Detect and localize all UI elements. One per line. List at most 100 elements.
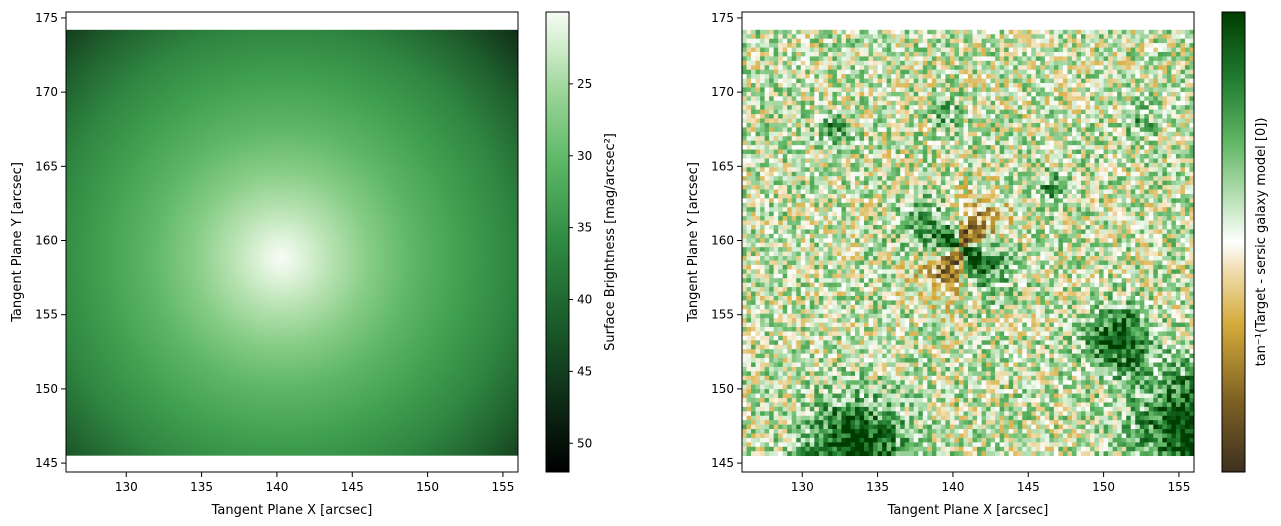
residual-pixel	[1108, 29, 1113, 35]
residual-pixel	[1017, 60, 1023, 66]
residual-pixel	[751, 193, 756, 199]
residual-pixel	[850, 162, 856, 168]
residual-pixel	[873, 140, 878, 146]
residual-pixel	[913, 131, 919, 137]
residual-pixel	[1044, 47, 1050, 53]
residual-pixel	[1117, 211, 1123, 217]
residual-pixel	[981, 96, 987, 102]
residual-pixel	[886, 162, 892, 168]
residual-pixel	[1044, 56, 1050, 62]
residual-pixel	[1022, 154, 1028, 159]
residual-pixel	[1076, 140, 1082, 146]
residual-pixel	[954, 140, 960, 146]
residual-pixel	[1130, 211, 1136, 217]
residual-pixel	[895, 224, 901, 230]
residual-pixel	[1175, 127, 1181, 133]
residual-pixel	[1117, 38, 1123, 44]
residual-pixel	[949, 122, 955, 128]
residual-pixel	[1099, 51, 1104, 57]
residual-pixel	[841, 109, 847, 115]
residual-pixel	[972, 136, 978, 142]
residual-pixel	[1085, 171, 1091, 177]
residual-pixel	[841, 83, 847, 88]
residual-pixel	[1139, 51, 1145, 57]
residual-pixel	[1157, 140, 1163, 146]
residual-pixel	[845, 65, 851, 71]
residual-pixel	[1126, 145, 1132, 150]
residual-pixel	[1081, 114, 1086, 119]
residual-pixel	[769, 105, 774, 111]
residual-pixel	[1085, 207, 1091, 213]
residual-pixel	[760, 247, 765, 252]
residual-pixel	[1031, 154, 1037, 159]
residual-pixel	[755, 83, 761, 88]
residual-pixel	[1139, 233, 1145, 239]
residual-pixel	[1076, 91, 1082, 97]
residual-pixel	[864, 224, 869, 230]
residual-pixel	[1094, 158, 1100, 164]
residual-pixel	[818, 233, 824, 239]
residual-pixel	[882, 78, 887, 84]
residual-pixel	[1130, 87, 1136, 93]
residual-pixel	[1062, 65, 1068, 71]
residual-pixel	[1094, 193, 1100, 199]
residual-pixel	[832, 145, 838, 150]
residual-pixel	[1044, 189, 1050, 195]
residual-pixel	[1126, 65, 1132, 71]
residual-pixel	[1004, 229, 1010, 235]
residual-pixel	[940, 216, 946, 221]
residual-pixel	[859, 238, 865, 244]
residual-pixel	[782, 224, 788, 230]
residual-pixel	[986, 118, 991, 124]
residual-pixel	[995, 122, 1000, 128]
residual-pixel	[1085, 56, 1091, 62]
residual-pixel	[850, 34, 856, 40]
residual-pixel	[845, 224, 851, 230]
residual-pixel	[986, 56, 991, 62]
residual-pixel	[836, 74, 842, 79]
residual-pixel	[809, 189, 815, 195]
residual-pixel	[927, 105, 933, 111]
residual-pixel	[940, 118, 946, 124]
residual-pixel	[904, 83, 910, 88]
residual-pixel	[791, 198, 797, 204]
residual-pixel	[778, 56, 784, 62]
residual-pixel	[1026, 60, 1032, 66]
residual-pixel	[1090, 220, 1095, 226]
residual-pixel	[977, 216, 982, 221]
residual-pixel	[769, 176, 774, 181]
residual-pixel	[1099, 140, 1104, 146]
residual-pixel	[1112, 122, 1118, 128]
residual-pixel	[1103, 100, 1109, 106]
residual-pixel	[1099, 171, 1104, 177]
residual-pixel	[832, 109, 838, 115]
residual-pixel	[1175, 51, 1181, 57]
residual-pixel	[1004, 207, 1010, 213]
residual-pixel	[1144, 185, 1150, 190]
residual-pixel	[773, 229, 779, 235]
residual-pixel	[968, 127, 973, 133]
residual-pixel	[1035, 171, 1041, 177]
residual-pixel	[1040, 118, 1046, 124]
residual-pixel	[1139, 127, 1145, 133]
residual-pixel	[818, 238, 824, 244]
residual-pixel	[742, 238, 747, 244]
residual-pixel	[981, 114, 987, 119]
residual-pixel	[1157, 78, 1163, 84]
residual-pixel	[1026, 207, 1032, 213]
residual-pixel	[760, 91, 765, 97]
residual-pixel	[1004, 131, 1010, 137]
residual-pixel	[1130, 78, 1136, 84]
residual-pixel	[895, 47, 901, 53]
residual-pixel	[814, 91, 820, 97]
residual-pixel	[864, 69, 869, 75]
residual-pixel	[972, 145, 978, 150]
residual-pixel	[1153, 69, 1159, 75]
residual-pixel	[773, 216, 779, 221]
residual-pixel	[755, 154, 761, 159]
residual-pixel	[855, 140, 860, 146]
residual-pixel	[836, 47, 842, 53]
residual-pixel	[1071, 193, 1077, 199]
residual-pixel	[963, 193, 969, 199]
residual-pixel	[1094, 216, 1100, 221]
